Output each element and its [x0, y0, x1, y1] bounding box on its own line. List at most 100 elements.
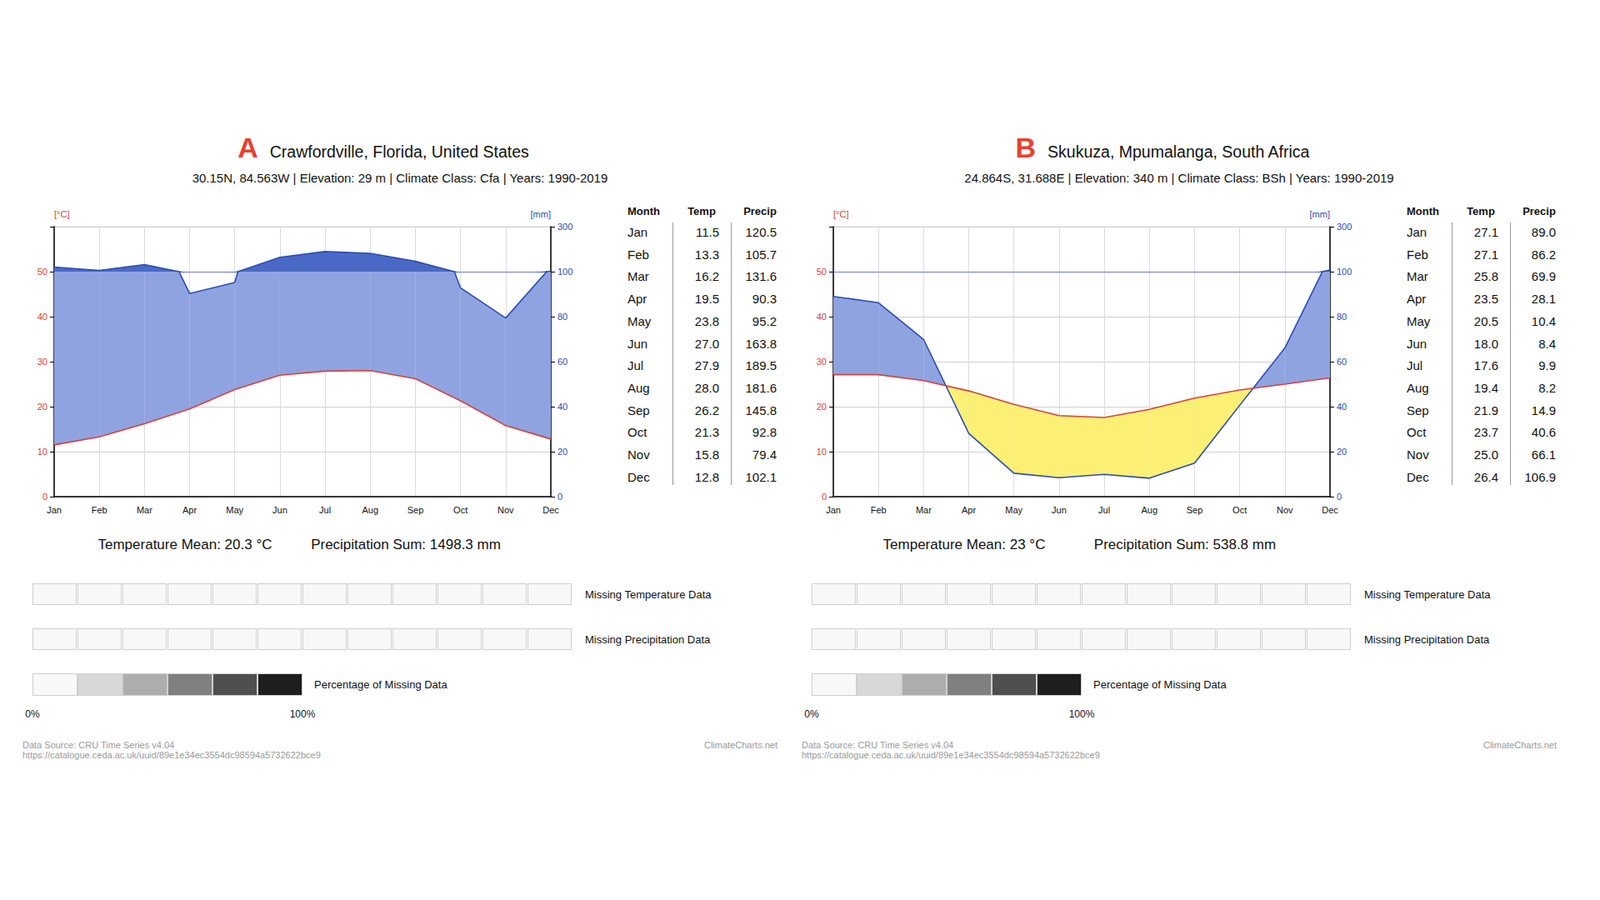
svg-text:10: 10	[37, 446, 48, 457]
html-text:90.3: 90.3	[752, 291, 777, 306]
svg-text:Aug: Aug	[1140, 505, 1158, 515]
svg-text:[mm]: [mm]	[1310, 209, 1330, 220]
svg-text:Dec: Dec	[542, 505, 560, 515]
html-text:28.0: 28.0	[694, 380, 720, 395]
svg-text:20: 20	[37, 401, 48, 412]
html-text:189.5: 189.5	[745, 358, 777, 373]
svg-text:Jul: Jul	[319, 505, 331, 515]
svg-text:40: 40	[37, 311, 48, 322]
svg-text:Jul: Jul	[1098, 505, 1110, 515]
svg-text:Feb: Feb	[91, 505, 108, 515]
svg-text:0: 0	[42, 491, 48, 502]
html-text:19.5: 19.5	[694, 291, 720, 306]
html-text:24.864S, 31.688E | Elevation:: 24.864S, 31.688E | Elevation: 340 m | Cl…	[964, 170, 1394, 185]
html-text:Jun: Jun	[627, 336, 648, 351]
html-text:27.1: 27.1	[1474, 225, 1499, 240]
svg-text:50: 50	[816, 266, 827, 277]
svg-text:Mar: Mar	[915, 505, 932, 515]
svg-text:Mar: Mar	[136, 505, 153, 515]
html-text:21.3: 21.3	[694, 425, 720, 440]
html-text:95.2: 95.2	[752, 314, 777, 329]
svg-text:May: May	[225, 505, 244, 515]
html-text:13.3: 13.3	[694, 247, 720, 262]
html-text:B Skukuza, Mpumalanga, South A: B Skukuza, Mpumalanga, South Africa	[1015, 131, 1310, 164]
html-text:12.8: 12.8	[694, 469, 720, 484]
html-text:131.6: 131.6	[745, 269, 777, 284]
svg-text:Sep: Sep	[1186, 505, 1204, 515]
svg-text:80: 80	[557, 311, 568, 322]
html-text:Nov: Nov	[627, 447, 650, 462]
html-text:102.1: 102.1	[745, 469, 777, 484]
html-text:Precipitation Sum: 1498.3 mm: Precipitation Sum: 1498.3 mm	[310, 536, 501, 553]
svg-text:80: 80	[1336, 311, 1347, 322]
html-text:120.5: 120.5	[745, 225, 777, 240]
svg-text:0: 0	[1336, 491, 1342, 502]
svg-text:Oct: Oct	[453, 505, 468, 515]
html-text:Mar: Mar	[627, 269, 649, 284]
svg-text:60: 60	[557, 356, 568, 367]
html-text:79.4: 79.4	[752, 447, 777, 462]
svg-text:40: 40	[1336, 401, 1347, 412]
svg-text:Aug: Aug	[361, 505, 379, 515]
svg-text:Oct: Oct	[1232, 505, 1247, 515]
svg-text:Jun: Jun	[1051, 505, 1067, 515]
svg-text:10: 10	[816, 446, 827, 457]
html-text:May: May	[627, 314, 652, 329]
html-text:Temperature Mean: 20.3 °C: Temperature Mean: 20.3 °C	[97, 536, 273, 553]
html-text:Sep: Sep	[627, 403, 650, 418]
svg-text:100: 100	[1336, 266, 1352, 277]
html-text:145.8: 145.8	[745, 403, 777, 418]
svg-text:50: 50	[37, 266, 48, 277]
html-text:163.8: 163.8	[745, 336, 777, 351]
html-text:26.2: 26.2	[694, 403, 720, 418]
svg-text:40: 40	[816, 311, 827, 322]
svg-text:Jun: Jun	[272, 505, 288, 515]
svg-text:30: 30	[816, 356, 827, 367]
svg-text:May: May	[1005, 505, 1023, 515]
html-text:Jan: Jan	[1406, 225, 1427, 240]
svg-text:60: 60	[1336, 356, 1347, 367]
html-text:Aug: Aug	[627, 380, 650, 395]
svg-text:0: 0	[821, 491, 827, 502]
html-text:16.2: 16.2	[694, 269, 720, 284]
html-text:Apr: Apr	[627, 291, 647, 306]
html-text:92.8: 92.8	[752, 425, 777, 440]
svg-text:Jan: Jan	[825, 505, 841, 515]
svg-text:Apr: Apr	[961, 505, 976, 515]
svg-text:20: 20	[816, 401, 827, 412]
svg-text:Apr: Apr	[182, 505, 197, 515]
html-text:15.8: 15.8	[694, 447, 720, 462]
svg-text:0: 0	[557, 491, 563, 502]
html-text:181.6: 181.6	[745, 380, 777, 395]
html-text:23.8: 23.8	[694, 314, 720, 329]
svg-text:Nov: Nov	[497, 505, 515, 515]
html-text:27.0: 27.0	[694, 336, 720, 351]
html-text:Feb: Feb	[627, 247, 650, 262]
html-text:27.9: 27.9	[694, 358, 720, 373]
svg-text:[°C]: [°C]	[54, 209, 70, 220]
html-text:A Crawfordville, Florida, Unit: A Crawfordville, Florida, United States	[237, 131, 529, 164]
html-text:11.5: 11.5	[695, 225, 720, 240]
svg-text:20: 20	[1336, 446, 1347, 457]
svg-text:30: 30	[37, 356, 48, 367]
svg-text:Jan: Jan	[46, 505, 62, 515]
html-text:Jul: Jul	[627, 358, 644, 373]
html-text:Precipitation Sum: 538.8 mm: Precipitation Sum: 538.8 mm	[1094, 536, 1276, 553]
html-text:Temperature Mean: 23 °C: Temperature Mean: 23 °C	[883, 536, 1046, 553]
html-text:Jan: Jan	[627, 225, 648, 240]
svg-text:Sep: Sep	[407, 505, 425, 515]
svg-text:300: 300	[557, 221, 573, 232]
html-text:105.7: 105.7	[745, 247, 777, 262]
svg-text:[mm]: [mm]	[530, 209, 551, 220]
svg-text:300: 300	[1336, 221, 1352, 232]
html-text:Dec: Dec	[627, 469, 650, 484]
svg-text:Dec: Dec	[1321, 505, 1339, 515]
html-text:Oct: Oct	[627, 425, 647, 440]
html-text:30.15N, 84.563W | Elevation: 2: 30.15N, 84.563W | Elevation: 29 m | Clim…	[192, 170, 608, 185]
svg-text:Nov: Nov	[1276, 505, 1294, 515]
svg-text:Feb: Feb	[870, 505, 887, 515]
svg-text:40: 40	[557, 401, 568, 412]
svg-text:100: 100	[557, 266, 573, 277]
svg-text:[°C]: [°C]	[833, 209, 849, 220]
svg-text:20: 20	[557, 446, 568, 457]
